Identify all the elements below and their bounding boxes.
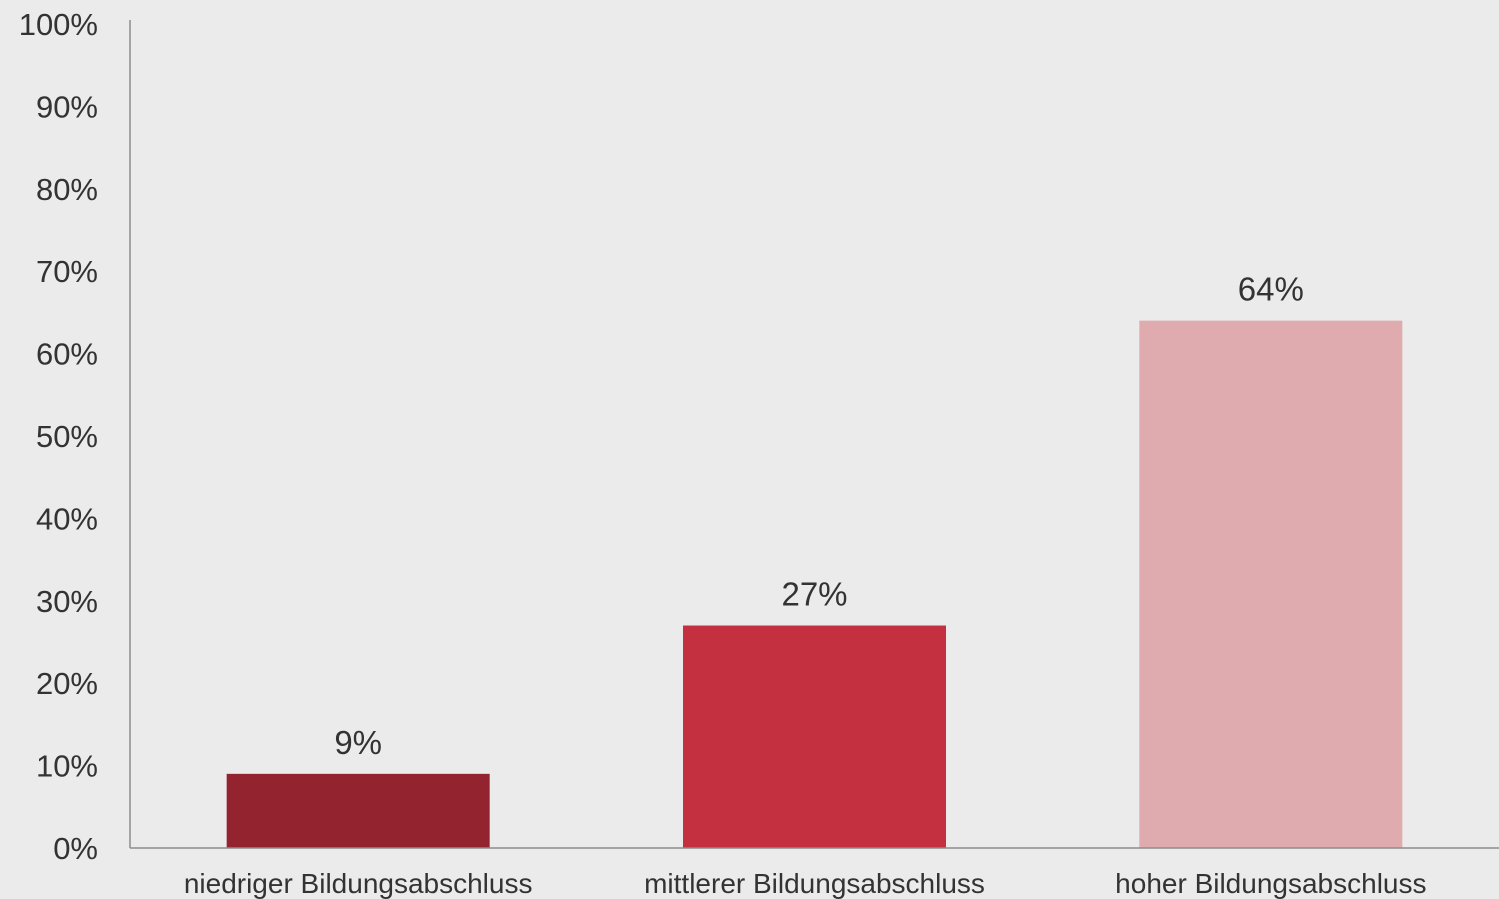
y-tick-label: 60% <box>36 337 98 372</box>
x-axis-category-labels: niedriger Bildungsabschluss mittlerer Bil… <box>184 868 1427 899</box>
y-tick-label: 30% <box>36 584 98 619</box>
bar <box>683 625 946 848</box>
y-tick-label: 70% <box>36 254 98 289</box>
data-label: 27% <box>781 576 847 613</box>
bar <box>1139 320 1403 848</box>
y-tick-label: 40% <box>36 501 98 536</box>
y-tick-label: 90% <box>36 89 98 124</box>
y-tick-label: 10% <box>36 749 98 784</box>
y-tick-label: 100% <box>19 7 98 42</box>
bar <box>226 773 490 848</box>
y-tick-label: 50% <box>36 419 98 454</box>
x-tick-label: mittlerer Bildungsabschluss <box>644 868 985 899</box>
x-tick-label: niedriger Bildungsabschluss <box>184 868 533 899</box>
y-tick-label: 20% <box>36 666 98 701</box>
y-tick-label: 0% <box>53 831 98 866</box>
data-label: 9% <box>334 724 382 761</box>
data-label: 64% <box>1238 271 1304 308</box>
bars <box>226 320 1403 848</box>
x-tick-label: hoher Bildungsabschluss <box>1115 868 1426 899</box>
y-tick-label: 80% <box>36 172 98 207</box>
data-labels: 9% 27% 64% <box>334 271 1304 761</box>
y-axis-ticks: 0% 10% 20% 30% 40% 50% 60% 70% 80% 90% 100% <box>19 7 98 866</box>
